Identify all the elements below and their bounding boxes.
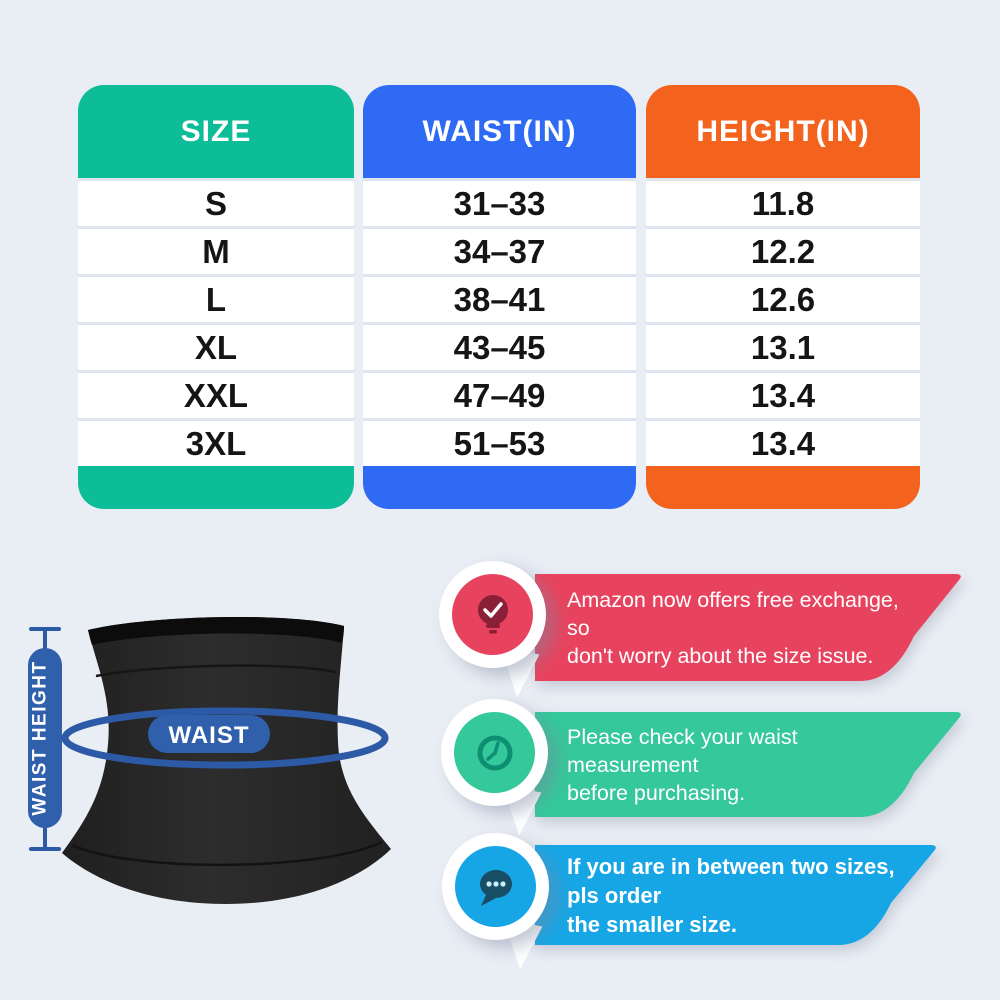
callout-text-sizing: If you are in between two sizes, pls ord… [567, 845, 902, 945]
height-column-header: HEIGHT(IN) [646, 85, 920, 178]
waist-trainer-rim [88, 616, 344, 645]
ribbon-shape [535, 712, 961, 817]
callout-line: Please check your waist measurement [567, 724, 798, 777]
table-cell-size: 3XL [78, 418, 354, 466]
callout-ribbon-red [535, 574, 961, 681]
size-column-footer [78, 466, 354, 509]
table-cell-size: XL [78, 322, 354, 370]
size-column: SIZE S M L XL XXL 3XL [78, 85, 354, 509]
waist-height-label: WAIST HEIGHT [30, 660, 51, 815]
callout-text-exchange: Amazon now offers free exchange, so don'… [567, 574, 907, 681]
table-cell-height: 13.4 [646, 370, 920, 418]
callout-ribbon-blue [535, 845, 936, 945]
table-cell-waist: 43–45 [363, 322, 636, 370]
clock-icon [454, 712, 535, 793]
callout-icon-blue [442, 833, 562, 983]
lightbulb-check-icon [452, 574, 533, 655]
waist-label: WAIST [169, 722, 250, 749]
callout-line: Amazon now offers free exchange, so [567, 587, 899, 640]
waist-measure-ellipse [61, 707, 389, 769]
callout-line: before purchasing. [567, 780, 746, 805]
waist-column: WAIST(IN) 31–33 34–37 38–41 43–45 47–49 … [363, 85, 636, 509]
waist-label-pill [148, 715, 270, 753]
callout-icon-green [441, 699, 561, 849]
table-cell-waist: 51–53 [363, 418, 636, 466]
size-column-header: SIZE [78, 85, 354, 178]
table-cell-waist: 38–41 [363, 274, 636, 322]
table-cell-size: XXL [78, 370, 354, 418]
table-cell-height: 12.2 [646, 226, 920, 274]
waist-column-footer [363, 466, 636, 509]
table-cell-size: L [78, 274, 354, 322]
table-cell-waist: 31–33 [363, 178, 636, 226]
chat-dots-icon [455, 846, 536, 927]
seam-line-top [95, 664, 337, 678]
table-cell-waist: 34–37 [363, 226, 636, 274]
height-column: HEIGHT(IN) 11.8 12.2 12.6 13.1 13.4 13.4 [646, 85, 920, 509]
seam-line-bottom [71, 840, 383, 867]
table-cell-height: 13.1 [646, 322, 920, 370]
ribbon-shape [535, 845, 936, 945]
waist-height-pill [28, 648, 62, 828]
callout-text-measure: Please check your waist measurement befo… [567, 712, 912, 817]
waist-column-header: WAIST(IN) [363, 85, 636, 178]
callout-line: don't worry about the size issue. [567, 643, 874, 668]
callout-line: If you are in between two sizes, pls ord… [567, 853, 895, 908]
table-cell-height: 11.8 [646, 178, 920, 226]
ribbon-shape [535, 574, 961, 681]
table-cell-height: 12.6 [646, 274, 920, 322]
table-cell-size: M [78, 226, 354, 274]
callout-line: the smaller size. [567, 911, 737, 937]
callout-ribbon-green [535, 712, 961, 817]
table-cell-height: 13.4 [646, 418, 920, 466]
table-cell-waist: 47–49 [363, 370, 636, 418]
waist-trainer-body [62, 616, 391, 904]
measure-cap-bottom [29, 847, 61, 851]
callout-icon-red [439, 561, 559, 711]
table-cell-size: S [78, 178, 354, 226]
height-column-footer [646, 466, 920, 509]
